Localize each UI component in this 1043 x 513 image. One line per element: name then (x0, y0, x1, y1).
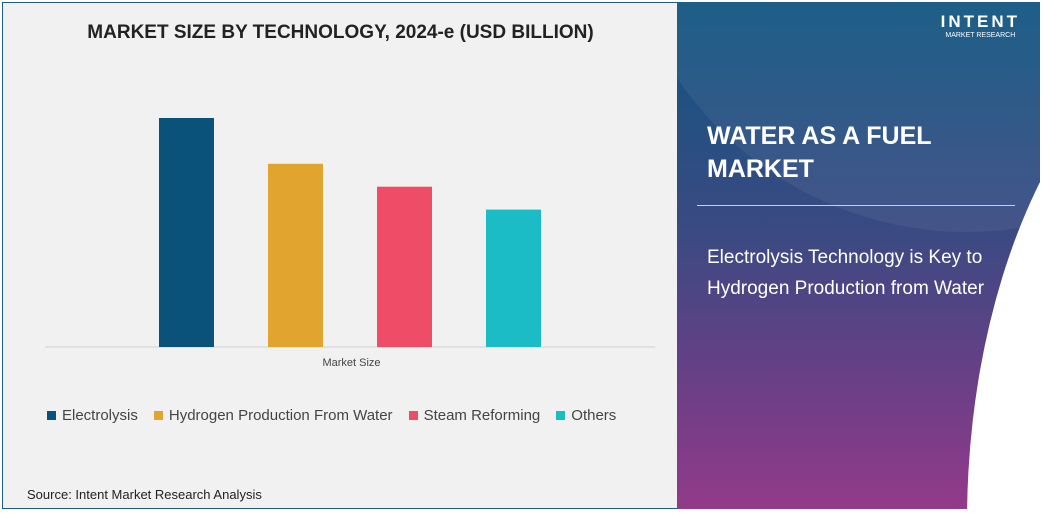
info-panel: INTENT MARKET RESEARCH WATER AS A FUEL M… (677, 2, 1040, 509)
legend-item: Steam Reforming (408, 407, 541, 424)
legend-item: Others (556, 407, 616, 424)
bar-others (486, 209, 541, 347)
x-axis-label: Market Size (322, 357, 381, 369)
chart-panel: MARKET SIZE BY TECHNOLOGY, 2024-e (USD B… (2, 2, 677, 509)
legend-item: Electrolysis (47, 407, 138, 424)
divider (697, 205, 1015, 206)
legend-label: Electrolysis (62, 407, 138, 424)
bar-chart (45, 118, 655, 348)
market-subtitle: Electrolysis Technology is Key to Hydrog… (707, 247, 985, 299)
bar-electrolysis (159, 118, 214, 347)
legend: Electrolysis Hydrogen Production From Wat… (47, 407, 616, 424)
market-title: WATER AS A FUEL MARKET (707, 122, 932, 183)
logo-tagline: MARKET RESEARCH (945, 32, 1016, 39)
legend-swatch (408, 411, 418, 420)
chart-title: MARKET SIZE BY TECHNOLOGY, 2024-e (USD B… (87, 22, 594, 43)
legend-label: Hydrogen Production From Water (168, 407, 393, 424)
source-note: Source: Intent Market Research Analysis (27, 487, 262, 502)
logo-wordmark: INTENT (940, 12, 1020, 31)
legend-item: Hydrogen Production From Water (153, 407, 393, 424)
bar-hydrogen-production-from-water (268, 163, 323, 347)
logo: INTENT MARKET RESEARCH (941, 12, 1020, 39)
legend-label: Steam Reforming (423, 407, 541, 424)
legend-swatch (153, 411, 163, 420)
bar-steam-reforming (377, 186, 432, 347)
legend-swatch (556, 411, 566, 420)
legend-swatch (47, 411, 56, 420)
legend-label: Others (571, 407, 617, 424)
